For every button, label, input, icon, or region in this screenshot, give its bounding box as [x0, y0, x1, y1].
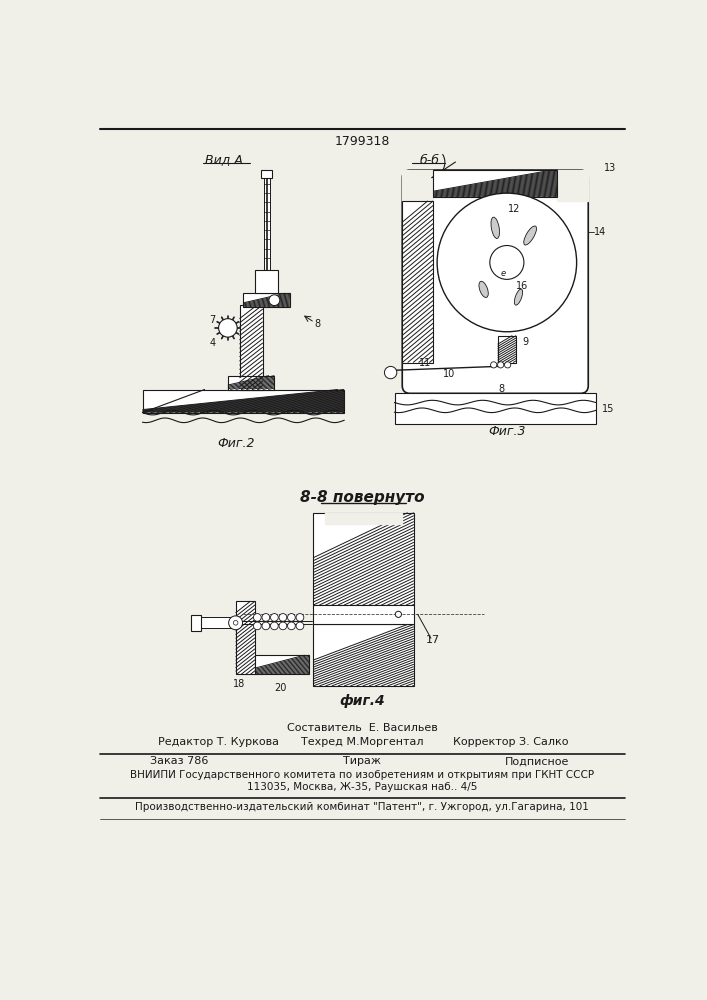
Text: e: e — [501, 269, 506, 278]
Bar — [264, 170, 270, 270]
Text: Фиг.3: Фиг.3 — [488, 425, 525, 438]
FancyBboxPatch shape — [402, 170, 588, 393]
Text: 20: 20 — [274, 683, 287, 693]
Circle shape — [253, 614, 261, 621]
Bar — [325, 513, 402, 524]
Text: 16: 16 — [516, 281, 529, 291]
Text: 7: 7 — [209, 315, 216, 325]
Circle shape — [279, 614, 287, 621]
Text: Вид A: Вид A — [205, 154, 243, 167]
Text: фиг.4: фиг.4 — [339, 694, 385, 708]
Circle shape — [296, 614, 304, 621]
Circle shape — [288, 614, 296, 621]
Bar — [313, 624, 414, 686]
Bar — [201, 617, 232, 628]
Circle shape — [279, 622, 287, 630]
Circle shape — [385, 366, 397, 379]
Ellipse shape — [515, 289, 522, 305]
Circle shape — [271, 622, 279, 630]
Text: 15: 15 — [602, 404, 614, 414]
Bar — [313, 513, 414, 605]
Text: Тираж: Тираж — [343, 756, 381, 766]
Text: Подписное: Подписное — [505, 756, 569, 766]
Ellipse shape — [491, 217, 500, 238]
Text: Заказ 786: Заказ 786 — [151, 756, 209, 766]
Bar — [143, 389, 344, 413]
Text: Техред М.Моргентал: Техред М.Моргентал — [300, 737, 423, 747]
Circle shape — [253, 622, 261, 630]
Text: 113035, Москва, Ж-35, Раушская наб.. 4/5: 113035, Москва, Ж-35, Раушская наб.. 4/5 — [247, 782, 477, 792]
Text: б-б: б-б — [419, 154, 439, 167]
Bar — [313, 605, 414, 624]
Bar — [402, 201, 433, 363]
Bar — [228, 376, 274, 389]
Text: 9: 9 — [522, 337, 529, 347]
Circle shape — [228, 616, 243, 630]
Text: 11: 11 — [419, 358, 432, 368]
Circle shape — [498, 362, 504, 368]
Bar — [235, 601, 255, 674]
Text: 1799318: 1799318 — [334, 135, 390, 148]
Text: ВНИИПИ Государственного комитета по изобретениям и открытиям при ГКНТ СССР: ВНИИПИ Государственного комитета по изоб… — [130, 770, 594, 780]
Bar — [240, 305, 263, 389]
Circle shape — [296, 622, 304, 630]
Text: 8: 8 — [314, 319, 320, 329]
Text: 13: 13 — [604, 163, 616, 173]
Circle shape — [262, 622, 270, 630]
Bar — [402, 170, 433, 201]
Bar — [395, 393, 596, 424]
Bar — [255, 655, 309, 674]
Text: Составитель  Е. Васильев: Составитель Е. Васильев — [286, 723, 438, 733]
Bar — [433, 170, 557, 197]
Bar — [557, 170, 588, 201]
Circle shape — [490, 246, 524, 279]
Text: 8-8 повернуто: 8-8 повернуто — [300, 490, 424, 505]
Text: 4: 4 — [209, 338, 216, 348]
Text: 17: 17 — [426, 635, 440, 645]
Circle shape — [233, 620, 238, 625]
Text: 14: 14 — [595, 227, 607, 237]
Circle shape — [218, 319, 237, 337]
Circle shape — [262, 614, 270, 621]
Ellipse shape — [524, 226, 537, 245]
Ellipse shape — [479, 281, 489, 297]
Circle shape — [395, 611, 402, 617]
Text: Корректор З. Салко: Корректор З. Салко — [453, 737, 569, 747]
Text: 18: 18 — [233, 679, 245, 689]
Circle shape — [271, 614, 279, 621]
Text: Фиг.2: Фиг.2 — [217, 437, 255, 450]
Bar — [498, 336, 516, 363]
Text: Редактор Т. Куркова: Редактор Т. Куркова — [158, 737, 279, 747]
Circle shape — [288, 622, 296, 630]
Bar — [255, 270, 279, 293]
Text: Производственно-издательский комбинат "Патент", г. Ужгород, ул.Гагарина, 101: Производственно-издательский комбинат "П… — [135, 802, 589, 812]
Circle shape — [505, 362, 510, 368]
Text: 8: 8 — [498, 384, 505, 394]
Circle shape — [269, 295, 280, 306]
Bar — [261, 170, 272, 178]
Circle shape — [437, 193, 577, 332]
Circle shape — [491, 362, 497, 368]
Bar — [192, 615, 201, 631]
Text: 10: 10 — [443, 369, 455, 379]
Bar — [243, 293, 290, 307]
Text: 12: 12 — [508, 204, 521, 214]
